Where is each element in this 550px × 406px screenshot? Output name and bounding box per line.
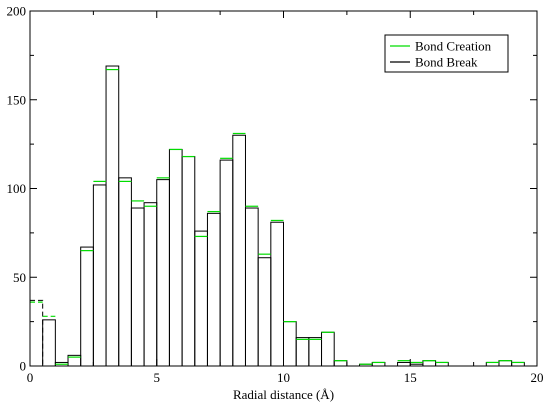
legend: Bond Creation Bond Break	[384, 34, 509, 73]
bond-break-bar	[283, 321, 297, 367]
bond-break-bar	[105, 65, 120, 367]
bond-break-bar	[194, 230, 208, 367]
bond-break-bar	[143, 202, 158, 367]
bond-break-bar	[181, 156, 196, 367]
bond-break-bar	[92, 184, 107, 367]
y-tick-label: 0	[20, 359, 27, 374]
bond-break-bar	[219, 159, 234, 367]
y-tick-label: 50	[13, 270, 26, 285]
legend-box	[384, 34, 509, 73]
bond-break-bar	[295, 337, 310, 367]
bond-break-bar	[321, 331, 335, 367]
bond-break-bar	[168, 148, 183, 367]
bond-break-bar	[308, 337, 323, 367]
creation-lines-layer	[30, 68, 525, 365]
y-tick-label: 150	[7, 92, 27, 107]
bond-break-bar	[42, 319, 56, 367]
bond-break-bar	[130, 207, 145, 367]
bars-layer	[29, 65, 525, 367]
x-axis-title: Radial distance (Å)	[233, 387, 334, 402]
legend-label-bond-break: Bond Break	[415, 55, 478, 70]
x-tick-label: 20	[531, 370, 544, 385]
legend-label-bond-creation: Bond Creation	[415, 39, 492, 54]
bond-break-bar	[232, 134, 246, 367]
bond-break-bar	[257, 257, 272, 367]
bond-break-bar	[80, 246, 94, 367]
bond-break-bar	[397, 361, 411, 367]
bond-break-bar	[333, 360, 348, 367]
bond-break-bar	[156, 179, 170, 367]
y-tick-label: 200	[7, 4, 27, 19]
x-tick-label: 15	[404, 370, 417, 385]
bond-break-bar	[206, 212, 221, 367]
x-tick-label: 0	[27, 370, 34, 385]
bond-break-bar	[422, 360, 437, 367]
bond-break-bar	[270, 221, 285, 367]
bond-break-bar	[244, 207, 259, 367]
bond-break-bar	[29, 299, 44, 367]
x-tick-label: 10	[277, 370, 290, 385]
bond-break-bar	[498, 360, 513, 367]
x-tick-label: 5	[154, 370, 161, 385]
y-tick-label: 100	[7, 181, 27, 196]
bond-break-bar	[118, 177, 132, 367]
